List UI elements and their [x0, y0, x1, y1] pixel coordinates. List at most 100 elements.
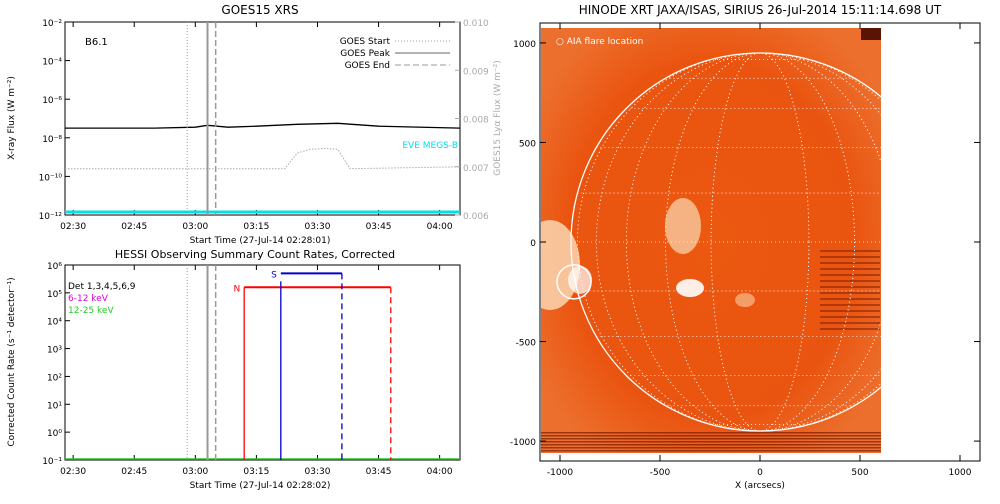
readout-streak: [820, 310, 880, 312]
hinode-ytick-label: -500: [516, 339, 537, 349]
hessi-chart-title: HESSI Observing Summary Count Rates, Cor…: [115, 248, 395, 261]
legend-goes-peak: GOES Peak: [340, 49, 390, 59]
hinode-ytick-label: -1000: [510, 438, 536, 448]
goes-axes: 02:30 02:45 03:00 03:15 03:30 03:45 04:00 10⁻¹²…: [39, 19, 489, 232]
goes-ytick-label: 10⁻⁸: [42, 135, 62, 145]
hessi-xtick-label: 02:30: [60, 467, 86, 477]
readout-band: [541, 441, 881, 443]
interval-N-label: N: [233, 284, 240, 294]
hinode-xtick-label: 500: [851, 468, 868, 478]
solar-limb-circle: [570, 52, 881, 432]
active-region-1: [665, 198, 701, 254]
readout-streak: [820, 316, 880, 318]
heliographic-grid: [571, 52, 881, 432]
hessi-ylabel: Corrected Count Rate (s⁻¹ detector⁻¹): [7, 277, 17, 446]
hinode-title: HINODE XRT JAXA/ISAS, SIRIUS 26-Jul-2014…: [579, 3, 942, 17]
goes-chart-title: GOES15 XRS: [221, 3, 298, 17]
goes-ytick-label: 10⁻²: [42, 19, 62, 29]
readout-band: [541, 444, 881, 446]
hessi-ytick-label: 10⁻¹: [42, 457, 62, 467]
hessi-ytick-label: 10⁵: [47, 290, 62, 300]
hessi-ytick-label: 10⁰: [47, 429, 62, 439]
goes-y2tick-label: 0.009: [463, 67, 489, 77]
interval-S-label: S: [271, 270, 277, 280]
hinode-xtick-label: 1000: [949, 468, 972, 478]
readout-streak: [820, 280, 880, 282]
readout-streak: [820, 268, 880, 270]
xrt-readout-bands: [541, 28, 881, 452]
goes-data-marks: [65, 22, 461, 215]
eve-megs-label: EVE MEGS-B: [402, 141, 458, 151]
goes-short-channel-line: [65, 147, 461, 170]
hessi-xlabel: Start Time (27-Jul-14 02:28:02): [190, 481, 331, 491]
readout-streak: [820, 304, 880, 306]
hessi-ytick-label: 10¹: [47, 401, 62, 411]
readout-streak: [820, 298, 880, 300]
goes-y2tick-label: 0.010: [463, 19, 489, 29]
aia-flare-annotation: ○ AIA flare location: [556, 37, 643, 47]
hessi-xtick-label: 03:15: [243, 467, 269, 477]
hessi-xtick-label: 03:45: [366, 467, 392, 477]
hessi-xtick-label: 02:45: [121, 467, 147, 477]
corner-dark-patch: [861, 28, 881, 40]
readout-streak: [820, 286, 880, 288]
readout-streak: [820, 328, 880, 330]
hessi-plot-frame: [64, 264, 461, 461]
hessi-data-marks: NS: [65, 265, 460, 460]
goes-long-channel-line: [65, 122, 461, 129]
goes-xtick-label: 03:45: [366, 222, 392, 232]
readout-streak: [820, 292, 880, 294]
goes-ytick-label: 10⁻⁴: [42, 58, 62, 68]
goes-class-label: B6.1: [85, 37, 108, 48]
readout-streak: [820, 262, 880, 264]
legend-6-12-kev: 6-12 keV: [68, 294, 109, 304]
hinode-ytick-label: 1000: [513, 40, 536, 50]
goes-xtick-label: 02:45: [121, 222, 147, 232]
readout-streak: [820, 250, 880, 252]
goes-ylabel: X-ray Flux (W m⁻²): [7, 76, 17, 160]
readout-band: [541, 450, 881, 452]
hinode-xrt-panel: HINODE XRT JAXA/ISAS, SIRIUS 26-Jul-2014…: [510, 3, 981, 491]
goes-ytick-label: 10⁻⁶: [42, 96, 62, 106]
hessi-axes: 02:30 02:45 03:00 03:15 03:30 03:45 04:00 10⁻¹ 1…: [42, 262, 453, 477]
active-region-3: [735, 293, 755, 307]
goes-ytick-label: 10⁻¹⁰: [39, 173, 63, 183]
hessi-legend: Det 1,3,4,5,6,9 6-12 keV 12-25 keV: [68, 282, 136, 316]
hinode-xtick-label: -1000: [547, 468, 573, 478]
hessi-ytick-label: 10⁴: [47, 318, 62, 328]
goes-ytick-label: 10⁻¹²: [39, 212, 63, 222]
legend-12-25-kev: 12-25 keV: [68, 306, 114, 316]
xrt-image: [541, 28, 881, 453]
goes-y2tick-label: 0.008: [463, 116, 489, 126]
readout-streak: [820, 256, 880, 258]
goes-legend: GOES Start GOES Peak GOES End: [340, 37, 450, 71]
readout-band: [541, 432, 881, 434]
hinode-ytick-label: 500: [519, 139, 536, 149]
readout-band: [541, 447, 881, 449]
longitude-line: [710, 52, 810, 432]
active-region-2: [676, 279, 704, 297]
goes-xrs-panel: GOES15 XRS 02:30 02:45 03:00 03:15 03:30 03:4…: [7, 3, 503, 246]
hessi-ytick-label: 10²: [47, 373, 62, 383]
readout-streak: [820, 322, 880, 324]
readout-streak: [820, 274, 880, 276]
readout-band: [541, 435, 881, 437]
legend-goes-end: GOES End: [345, 61, 390, 71]
legend-detectors: Det 1,3,4,5,6,9: [68, 282, 136, 292]
goes-xtick-label: 02:30: [60, 222, 86, 232]
readout-band: [541, 438, 881, 440]
goes-y2tick-label: 0.006: [463, 212, 489, 222]
goes-xtick-label: 03:00: [182, 222, 208, 232]
hessi-xtick-label: 04:00: [427, 467, 453, 477]
hinode-ytick-label: 0: [530, 239, 536, 249]
goes-xtick-label: 03:30: [305, 222, 331, 232]
goes-xtick-label: 03:15: [243, 222, 269, 232]
hessi-xtick-label: 03:00: [182, 467, 208, 477]
legend-goes-start: GOES Start: [340, 37, 391, 47]
hinode-xtick-label: -500: [650, 468, 671, 478]
goes-plot-frame: [64, 21, 461, 216]
goes-xtick-label: 04:00: [427, 222, 453, 232]
aia-flare-location-circle: [556, 264, 592, 300]
